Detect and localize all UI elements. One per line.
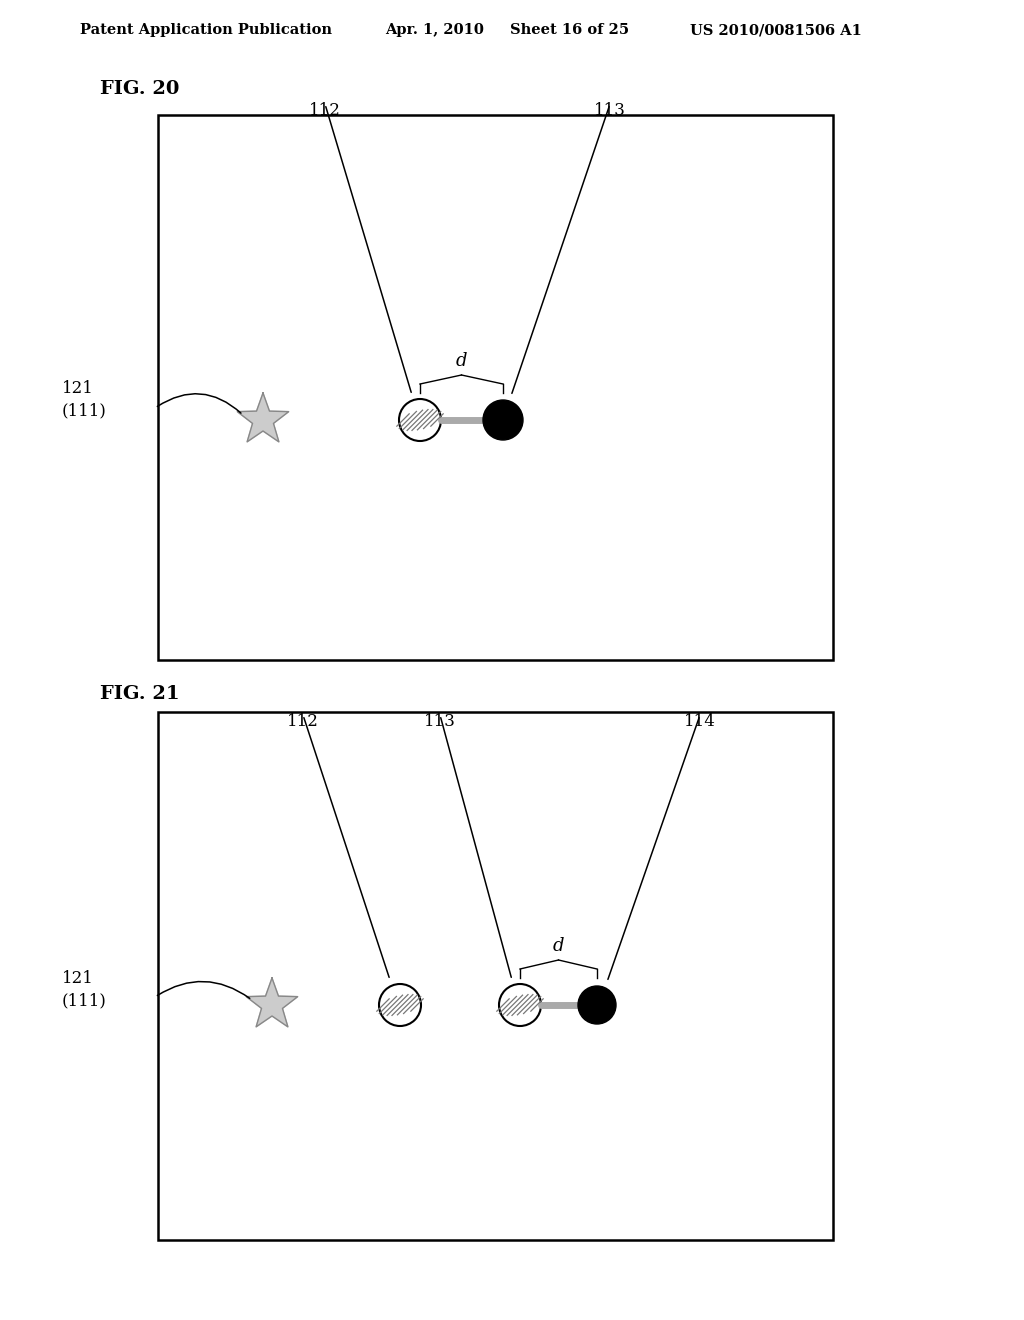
FancyArrowPatch shape	[304, 718, 389, 977]
Text: FIG. 20: FIG. 20	[100, 81, 179, 98]
Circle shape	[578, 986, 616, 1024]
FancyArrowPatch shape	[158, 393, 241, 413]
FancyArrowPatch shape	[608, 718, 699, 979]
Text: Patent Application Publication: Patent Application Publication	[80, 22, 332, 37]
Text: 121
(111): 121 (111)	[62, 970, 106, 1010]
Text: 114: 114	[684, 713, 716, 730]
Text: d: d	[553, 937, 564, 954]
Text: Sheet 16 of 25: Sheet 16 of 25	[510, 22, 629, 37]
Polygon shape	[247, 978, 298, 1027]
Circle shape	[483, 400, 523, 440]
FancyArrowPatch shape	[158, 982, 250, 998]
Text: Apr. 1, 2010: Apr. 1, 2010	[385, 22, 484, 37]
Circle shape	[499, 983, 541, 1026]
Text: 113: 113	[594, 102, 626, 119]
Text: d: d	[456, 352, 467, 370]
FancyArrowPatch shape	[512, 107, 609, 393]
Text: 112: 112	[309, 102, 341, 119]
Text: 113: 113	[424, 713, 456, 730]
FancyArrowPatch shape	[440, 718, 511, 977]
Circle shape	[399, 399, 441, 441]
Text: FIG. 21: FIG. 21	[100, 685, 179, 704]
Text: 121
(111): 121 (111)	[62, 380, 106, 420]
Text: US 2010/0081506 A1: US 2010/0081506 A1	[690, 22, 862, 37]
FancyArrowPatch shape	[326, 107, 412, 392]
Bar	[158, 711, 833, 1239]
Polygon shape	[238, 393, 289, 442]
Text: 112: 112	[287, 713, 318, 730]
Bar	[158, 115, 833, 660]
Circle shape	[379, 983, 421, 1026]
